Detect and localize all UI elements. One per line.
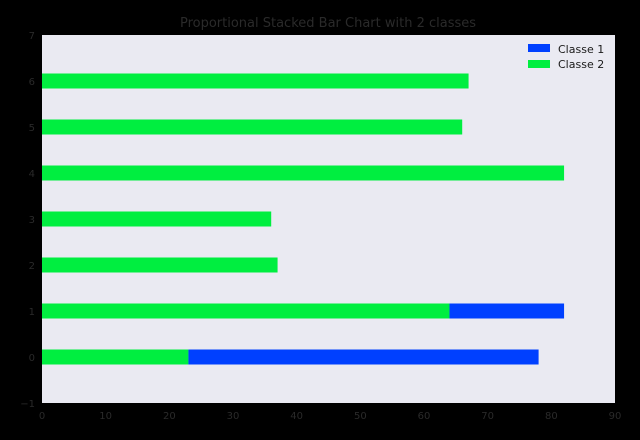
x-tick-label: 80 xyxy=(545,411,558,422)
y-tick-label: 0 xyxy=(29,353,35,364)
bar-group xyxy=(42,73,565,365)
x-axis-ticks: 0 10 20 30 40 50 60 70 80 90 xyxy=(39,411,622,422)
y-tick-label: 7 xyxy=(29,31,35,42)
y-tick-label: 4 xyxy=(29,169,35,180)
bar-classe-2-6 xyxy=(42,73,469,89)
legend-swatch-classe-1 xyxy=(528,44,550,52)
x-tick-label: 70 xyxy=(481,411,494,422)
y-tick-label: 1 xyxy=(29,307,35,318)
x-tick-label: 60 xyxy=(418,411,431,422)
y-tick-label: −1 xyxy=(20,399,35,410)
bar-classe-2-3 xyxy=(42,211,272,227)
y-tick-label: 3 xyxy=(29,215,35,226)
legend: Classe 1 Classe 2 xyxy=(528,43,604,71)
x-tick-label: 90 xyxy=(609,411,622,422)
bar-classe-1-0 xyxy=(188,349,539,365)
bar-classe-2-1 xyxy=(42,303,450,319)
x-tick-label: 50 xyxy=(354,411,367,422)
x-tick-label: 30 xyxy=(227,411,240,422)
bar-classe-2-4 xyxy=(42,165,565,181)
x-tick-label: 20 xyxy=(163,411,176,422)
bar-classe-2-0 xyxy=(42,349,189,365)
legend-label-classe-1: Classe 1 xyxy=(558,43,604,56)
y-tick-label: 6 xyxy=(29,77,35,88)
x-tick-label: 10 xyxy=(99,411,112,422)
legend-label-classe-2: Classe 2 xyxy=(558,58,604,71)
legend-swatch-classe-2 xyxy=(528,60,550,68)
y-tick-label: 2 xyxy=(29,261,35,272)
x-tick-label: 0 xyxy=(39,411,45,422)
y-axis-ticks: −1 0 1 2 3 4 5 6 7 xyxy=(20,31,35,410)
chart-title: Proportional Stacked Bar Chart with 2 cl… xyxy=(180,16,476,31)
bar-classe-2-5 xyxy=(42,119,463,135)
x-tick-label: 40 xyxy=(290,411,303,422)
bar-classe-1-1 xyxy=(449,303,565,319)
y-tick-label: 5 xyxy=(29,123,35,134)
bar-classe-2-2 xyxy=(42,257,278,273)
